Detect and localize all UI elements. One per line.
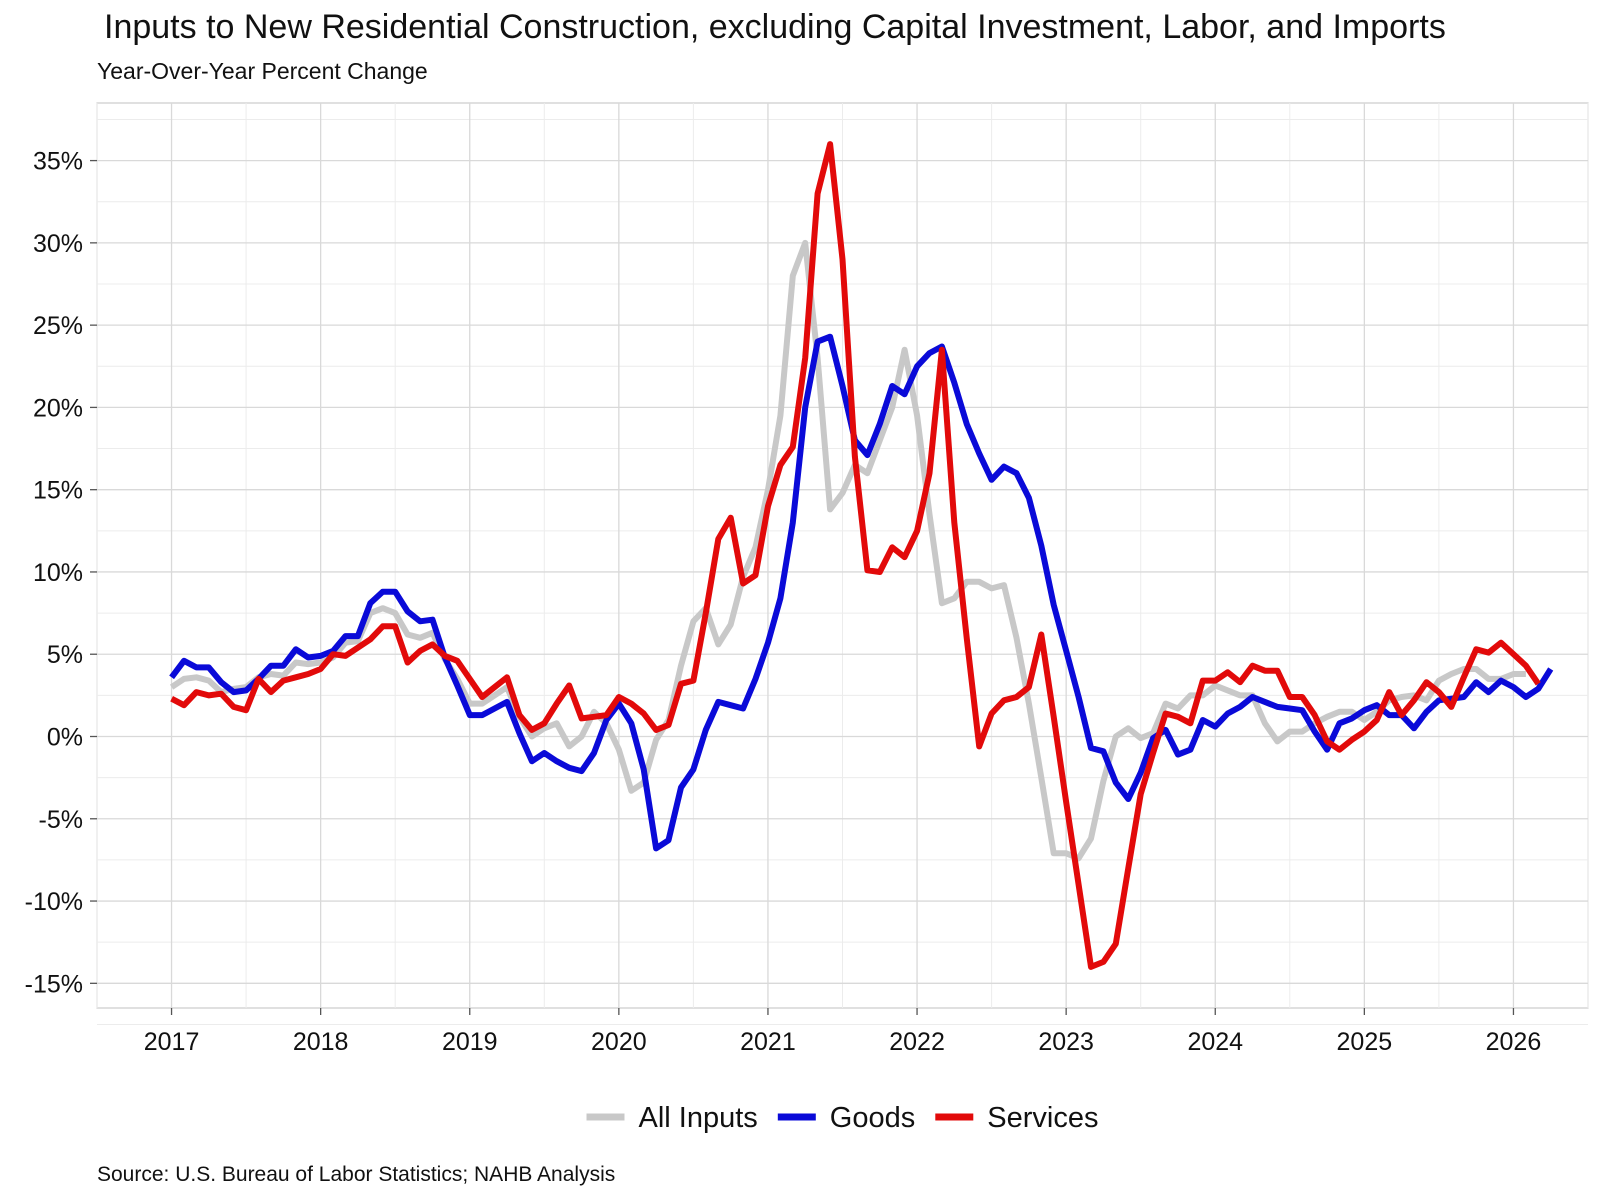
y-tick-label: 20%: [33, 394, 83, 422]
legend: All Inputs Goods Services: [586, 1102, 1099, 1134]
y-tick-label: 35%: [33, 148, 83, 176]
chart-title: Inputs to New Residential Construction, …: [104, 8, 1446, 46]
y-tick-label: -5%: [39, 806, 83, 834]
legend-label: Services: [987, 1102, 1098, 1134]
y-tick-label: 25%: [33, 312, 83, 340]
x-axis-labels: 2017 2018 2019 2020 2021 2022 2023 2024 2025 2026: [144, 1028, 1542, 1056]
series-lines: [169, 141, 1554, 970]
legend-label: All Inputs: [639, 1102, 758, 1134]
y-axis-labels: -15% -10% -5% 0% 5% 10% 15% 20% 25% 30% 35%: [25, 148, 83, 999]
x-tick-label: 2024: [1187, 1028, 1243, 1056]
x-tick-label: 2021: [740, 1028, 796, 1056]
series-line-services: [170, 141, 1541, 970]
y-tick-label: 5%: [47, 641, 83, 669]
y-tick-label: 30%: [33, 230, 83, 258]
source-note: Source: U.S. Bureau of Labor Statistics;…: [97, 1163, 616, 1186]
series-line-all-inputs: [169, 239, 1526, 862]
y-tick-label: 0%: [47, 724, 83, 752]
x-tick-label: 2025: [1337, 1028, 1393, 1056]
chart-subtitle: Year-Over-Year Percent Change: [97, 58, 428, 84]
x-tick-label: 2026: [1486, 1028, 1542, 1056]
y-tick-label: -15%: [25, 970, 83, 998]
legend-item-goods: Goods: [777, 1102, 915, 1134]
minor-gridlines: [96, 103, 1589, 1025]
x-tick-label: 2020: [591, 1028, 647, 1056]
y-tick-label: -10%: [25, 888, 83, 916]
x-tick-label: 2019: [442, 1028, 498, 1056]
x-tick-label: 2023: [1038, 1028, 1094, 1056]
series-line-goods: [169, 333, 1554, 852]
y-tick-label: 10%: [33, 559, 83, 587]
x-tick-label: 2018: [293, 1028, 349, 1056]
legend-item-all-inputs: All Inputs: [586, 1102, 758, 1134]
major-gridlines: [97, 103, 1588, 1008]
axis-ticks: [90, 159, 1515, 1015]
x-tick-label: 2017: [144, 1028, 200, 1056]
legend-item-services: Services: [935, 1102, 1099, 1134]
legend-label: Goods: [830, 1102, 915, 1134]
x-tick-label: 2022: [889, 1028, 945, 1056]
y-tick-label: 15%: [33, 477, 83, 505]
